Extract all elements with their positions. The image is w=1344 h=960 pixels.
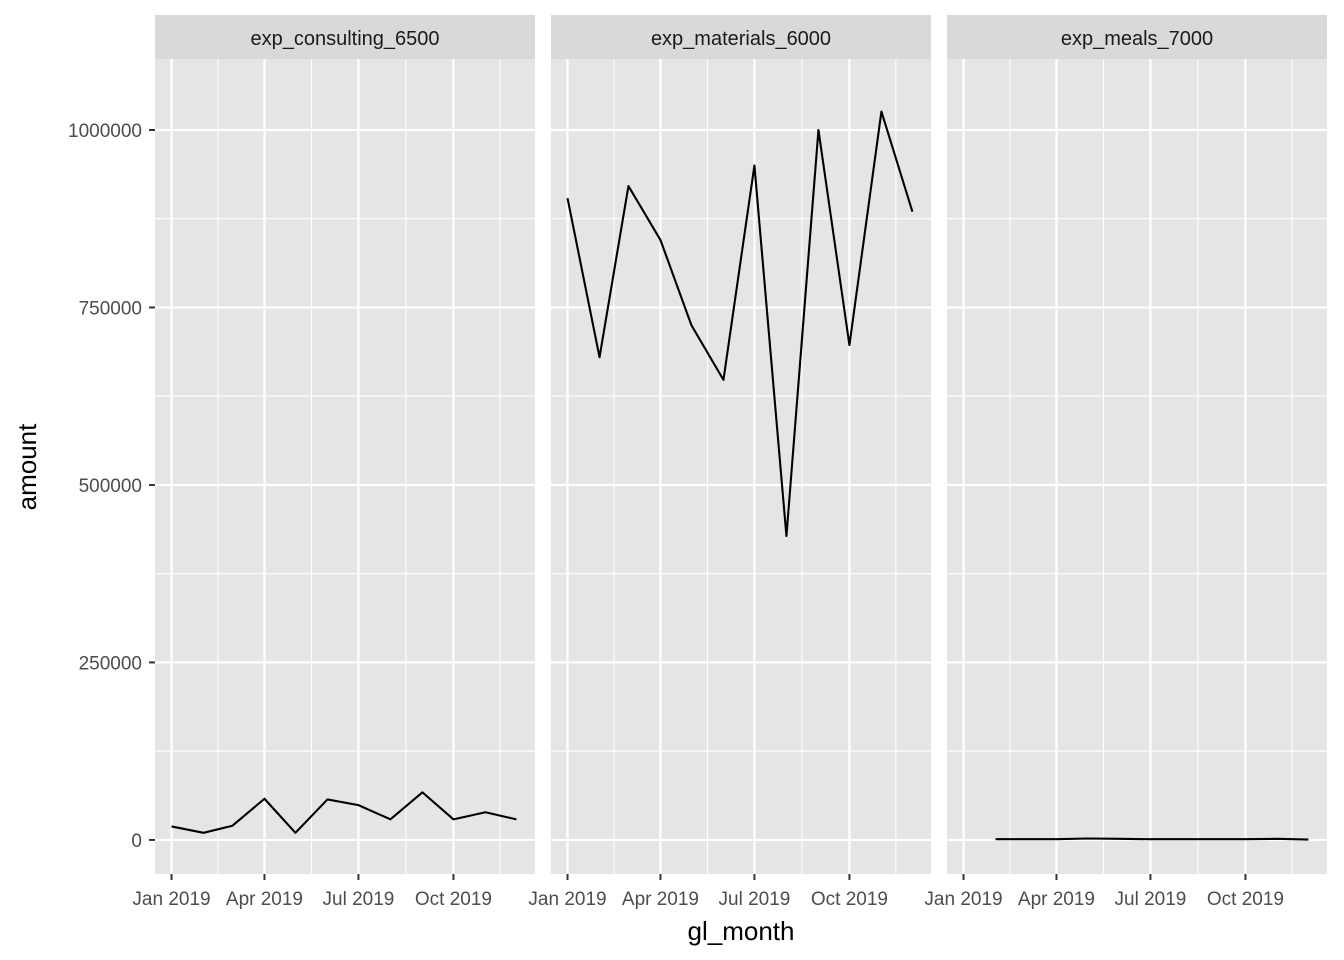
facet-strip: [947, 15, 1327, 59]
panel-background: [551, 59, 931, 874]
y-axis: 0 250000 500000 750000 1000000: [68, 121, 155, 852]
facet-panel: exp_meals_7000 Jan 2019 Apr 2019 Jul 2019 Oc…: [924, 15, 1327, 910]
x-tick-label: Jan 2019: [528, 889, 606, 910]
x-tick-label: Jul 2019: [719, 889, 791, 910]
x-tick-label: Jan 2019: [132, 889, 210, 910]
facet-strip-label: exp_meals_7000: [1061, 28, 1213, 50]
facet-panel: exp_consulting_6500 Jan 2019 Apr 2019 Jul 2…: [132, 15, 535, 910]
facet-strip-label: exp_consulting_6500: [250, 28, 439, 50]
y-axis-title: amount: [12, 423, 42, 510]
x-tick-label: Apr 2019: [622, 889, 699, 910]
x-tick-label: Jan 2019: [924, 889, 1002, 910]
facet-strip-label: exp_materials_6000: [651, 28, 831, 50]
y-tick-label: 250000: [79, 653, 142, 674]
y-tick-label: 500000: [79, 476, 142, 497]
y-tick-label: 1000000: [68, 121, 142, 142]
facet-panel: exp_materials_6000 Jan 2019 Apr 2019 Jul 20…: [528, 15, 931, 910]
series-line: [566, 110, 914, 538]
facet-panels: exp_consulting_6500 Jan 2019 Apr 2019 Jul 2…: [132, 15, 1327, 910]
x-tick-label: Jul 2019: [323, 889, 395, 910]
panel-background: [947, 59, 1327, 874]
x-tick-label: Oct 2019: [415, 889, 492, 910]
facet-strip: [155, 15, 535, 59]
panel-background: [155, 59, 535, 874]
x-tick-label: Oct 2019: [1207, 889, 1284, 910]
x-axis-title: gl_month: [688, 916, 795, 946]
series-line: [171, 791, 517, 834]
x-tick-label: Apr 2019: [226, 889, 303, 910]
y-tick-label: 0: [131, 831, 142, 852]
x-tick-label: Oct 2019: [811, 889, 888, 910]
x-tick-label: Jul 2019: [1115, 889, 1187, 910]
facet-strip: [551, 15, 931, 59]
y-tick-label: 750000: [79, 298, 142, 319]
x-tick-label: Apr 2019: [1018, 889, 1095, 910]
series-line: [995, 837, 1309, 841]
